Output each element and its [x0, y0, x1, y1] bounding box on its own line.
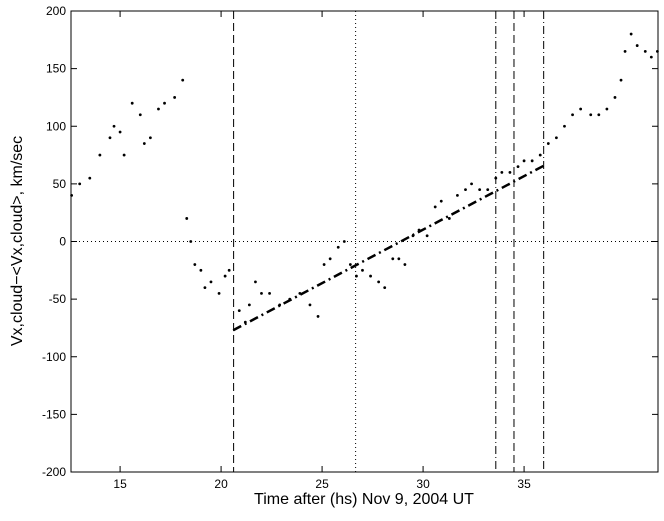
point: [98, 153, 102, 157]
point: [118, 130, 122, 134]
point: [108, 136, 112, 140]
point: [425, 234, 429, 238]
point: [522, 159, 526, 163]
point: [78, 182, 82, 186]
point: [88, 176, 92, 180]
y-tick-label: -100: [42, 350, 66, 364]
point: [629, 32, 633, 36]
point: [369, 274, 372, 278]
point: [494, 176, 498, 180]
y-tick-label: 100: [46, 119, 66, 133]
point: [203, 286, 207, 289]
point: [336, 245, 340, 249]
point: [112, 124, 116, 128]
point: [227, 268, 231, 272]
point: [209, 280, 213, 284]
point: [199, 268, 203, 272]
point: [478, 188, 482, 192]
point: [383, 286, 387, 289]
x-tick-label: 15: [113, 477, 127, 491]
point: [185, 217, 189, 220]
point: [538, 153, 542, 157]
point: [391, 257, 395, 261]
point: [579, 107, 583, 111]
point: [254, 280, 257, 284]
point: [247, 303, 251, 307]
point: [322, 263, 326, 266]
point: [571, 113, 574, 117]
point: [342, 240, 346, 243]
point: [122, 153, 126, 157]
point: [148, 136, 152, 140]
y-tick-label: 50: [53, 177, 67, 191]
point: [268, 291, 271, 295]
y-tick-label: 0: [59, 235, 66, 249]
y-axis-label: Vx,cloud−<Vx,cloud>, km/sec: [9, 136, 26, 346]
point: [589, 113, 593, 117]
x-tick-label: 20: [214, 477, 228, 491]
point: [500, 170, 504, 174]
point: [308, 303, 312, 307]
point: [649, 55, 653, 59]
point: [643, 49, 647, 53]
point: [181, 78, 185, 82]
x-tick-label: 30: [416, 477, 430, 491]
point: [193, 263, 197, 266]
y-tick-label: -50: [49, 292, 67, 306]
point: [623, 49, 627, 53]
point: [217, 291, 221, 295]
point: [189, 240, 193, 243]
point: [470, 182, 473, 186]
point: [456, 194, 459, 197]
x-tick-label: 35: [517, 477, 531, 491]
point: [613, 96, 617, 99]
point: [447, 217, 451, 220]
point: [328, 257, 332, 261]
point: [554, 136, 558, 140]
point: [433, 205, 437, 209]
x-axis-label: Time after (hs) Nov 9, 2004 UT: [254, 491, 474, 508]
point: [316, 315, 320, 318]
fit-line: [232, 164, 545, 332]
point: [163, 101, 166, 105]
point: [130, 101, 134, 105]
point: [138, 113, 142, 117]
point: [70, 194, 74, 197]
point: [605, 107, 609, 111]
point: [635, 44, 639, 47]
point: [377, 280, 381, 284]
point: [508, 170, 512, 174]
point: [397, 257, 401, 261]
point: [403, 263, 407, 266]
point: [464, 188, 467, 192]
point: [348, 263, 352, 266]
y-tick-label: 200: [46, 4, 66, 18]
point: [173, 96, 177, 99]
point: [361, 268, 364, 272]
point: [142, 142, 146, 145]
y-tick-label: -150: [42, 407, 66, 421]
point: [486, 188, 490, 192]
y-tick-label: 150: [46, 62, 66, 76]
x-tick-label: 25: [315, 477, 329, 491]
point: [439, 199, 443, 203]
point: [546, 142, 550, 145]
y-tick-label: -200: [42, 465, 66, 479]
point: [223, 274, 227, 278]
point: [619, 78, 623, 82]
point: [355, 274, 358, 278]
point: [530, 159, 534, 163]
point: [516, 165, 520, 168]
point: [563, 124, 566, 128]
point: [597, 113, 601, 117]
point: [260, 291, 263, 295]
point: [237, 309, 241, 313]
point: [157, 107, 160, 111]
point: [655, 49, 659, 53]
